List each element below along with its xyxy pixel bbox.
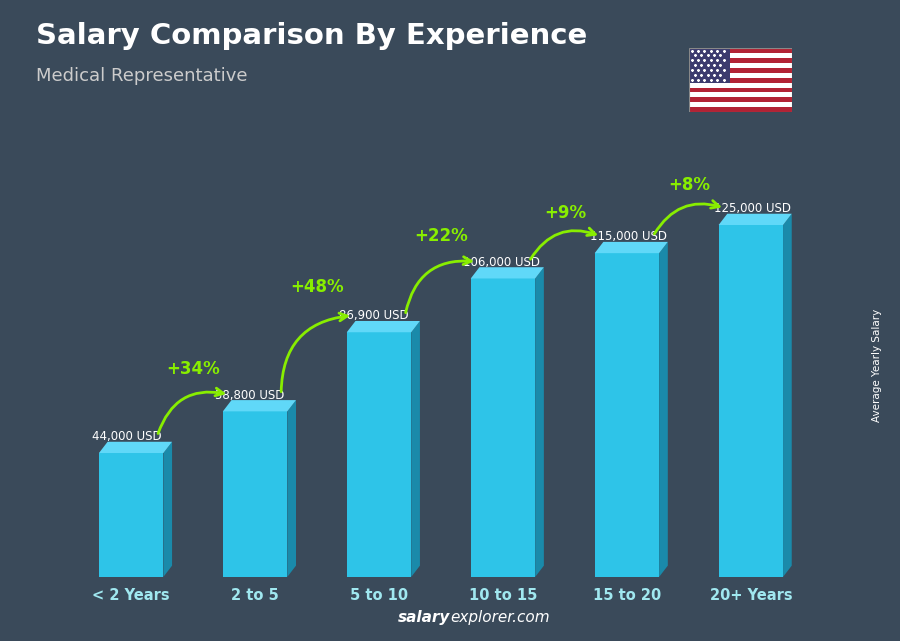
Polygon shape [595, 242, 668, 253]
Text: 86,900 USD: 86,900 USD [339, 310, 409, 322]
Text: Medical Representative: Medical Representative [36, 67, 248, 85]
Bar [688, 92, 792, 97]
Bar [688, 48, 792, 53]
Polygon shape [287, 400, 296, 577]
Bar [688, 83, 792, 88]
Polygon shape [471, 267, 544, 278]
Text: salary: salary [398, 610, 450, 625]
Polygon shape [164, 442, 172, 577]
Bar [688, 58, 792, 63]
Text: 125,000 USD: 125,000 USD [714, 202, 791, 215]
Text: explorer.com: explorer.com [450, 610, 550, 625]
Text: 58,800 USD: 58,800 USD [215, 388, 284, 401]
Bar [99, 453, 164, 577]
Text: +8%: +8% [668, 176, 710, 194]
Polygon shape [659, 242, 668, 577]
Bar [688, 88, 792, 92]
Bar [688, 53, 792, 58]
Bar [688, 68, 792, 72]
Bar [595, 253, 659, 577]
Bar [688, 48, 730, 83]
Bar [688, 97, 792, 103]
Polygon shape [536, 267, 544, 577]
Text: +34%: +34% [166, 360, 220, 378]
Polygon shape [718, 213, 792, 225]
Polygon shape [223, 400, 296, 412]
Polygon shape [346, 321, 420, 332]
Polygon shape [783, 213, 792, 577]
Text: 44,000 USD: 44,000 USD [92, 430, 161, 443]
Bar [718, 225, 783, 577]
Bar [346, 332, 411, 577]
Polygon shape [99, 442, 172, 453]
Bar [688, 103, 792, 107]
Text: Salary Comparison By Experience: Salary Comparison By Experience [36, 22, 587, 51]
Bar [688, 107, 792, 112]
Bar [471, 278, 536, 577]
Text: +48%: +48% [291, 278, 344, 296]
Text: Average Yearly Salary: Average Yearly Salary [872, 309, 883, 422]
Bar [688, 78, 792, 83]
Text: +9%: +9% [544, 204, 586, 222]
Text: 106,000 USD: 106,000 USD [464, 256, 540, 269]
Polygon shape [411, 321, 420, 577]
Bar [688, 72, 792, 78]
Bar [688, 63, 792, 68]
Text: +22%: +22% [414, 227, 468, 245]
Text: 115,000 USD: 115,000 USD [590, 230, 667, 244]
Bar [223, 412, 287, 577]
